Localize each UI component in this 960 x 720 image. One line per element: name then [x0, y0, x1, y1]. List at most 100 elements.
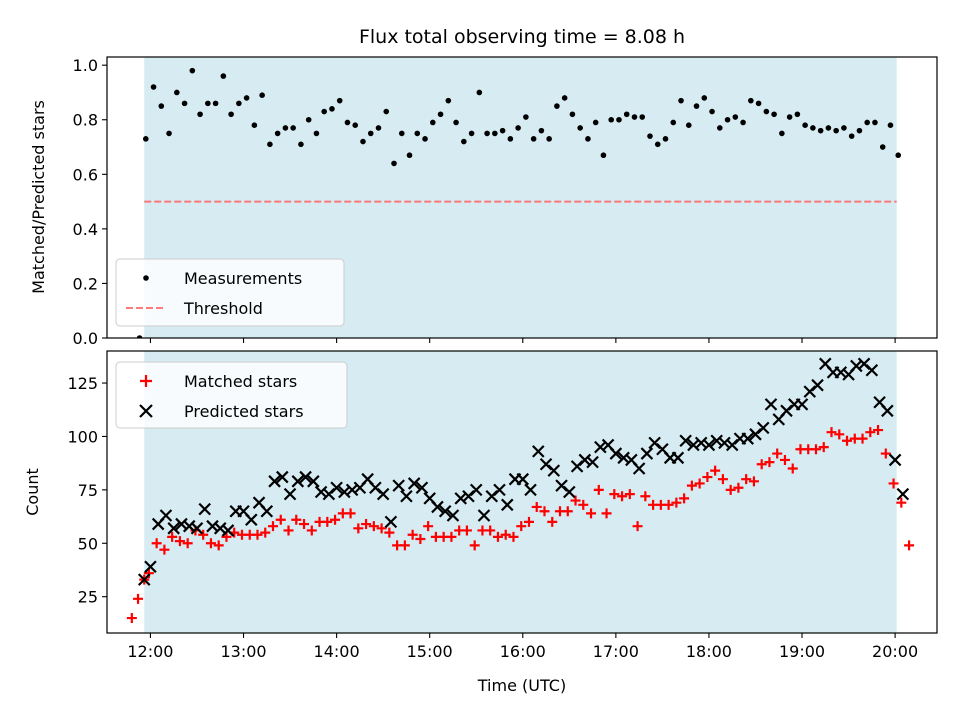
matched-star-point [779, 454, 790, 465]
predicted-star-point [330, 481, 343, 495]
predicted-star-point [345, 483, 359, 497]
data-point [755, 100, 762, 107]
matched-star-point [764, 457, 775, 468]
matched-star-point [586, 508, 597, 519]
data-point [887, 122, 894, 129]
data-point [445, 97, 452, 104]
axes-frame [106, 350, 938, 634]
data-point [732, 114, 739, 120]
data-point [352, 122, 359, 129]
data-point [429, 119, 436, 126]
predicted-star-point [516, 472, 530, 486]
data-point [895, 152, 902, 159]
data-point [577, 125, 583, 131]
data-point [546, 136, 552, 142]
data-point [422, 136, 428, 142]
x-tick-label: 18:00 [686, 642, 732, 661]
predicted-star-point [702, 438, 716, 452]
predicted-star-point [524, 483, 537, 497]
predicted-star-point [547, 464, 561, 477]
matched-star-point [283, 525, 294, 536]
matched-star-point [671, 497, 682, 508]
data-point [515, 125, 521, 131]
x-tick-label: 16:00 [500, 642, 546, 661]
plot-area [126, 357, 915, 624]
matched-star-point [756, 459, 767, 470]
data-point [228, 111, 234, 118]
data-point [181, 100, 188, 107]
matched-star-point [710, 465, 721, 476]
matched-star-point [159, 544, 170, 555]
legend-label: Measurements [184, 269, 302, 288]
matched-star-point [733, 482, 744, 493]
matched-star-point [500, 529, 511, 540]
predicted-star-point [710, 434, 723, 448]
matched-star-point [686, 480, 697, 491]
data-point [136, 335, 143, 338]
predicted-star-point [586, 455, 599, 469]
x-tick-label: 20:00 [872, 642, 918, 661]
matched-star-point [299, 519, 310, 530]
y-tick-label: 0.6 [73, 165, 98, 184]
predicted-star-point [811, 378, 824, 392]
data-point [484, 130, 490, 137]
predicted-star-point [283, 487, 297, 501]
data-point [461, 138, 467, 145]
matched-star-point [461, 525, 472, 536]
predicted-star-point [307, 475, 320, 488]
predicted-star-point [888, 453, 902, 467]
legend-label: Threshold [183, 299, 263, 318]
matched-star-point [904, 540, 915, 551]
data-point [437, 111, 444, 118]
data-point [600, 152, 607, 159]
matched-star-point [787, 463, 798, 474]
predicted-star-point [741, 432, 755, 445]
legend-label: Predicted stars [184, 402, 304, 421]
data-point [678, 97, 684, 104]
matched-star-point [617, 491, 628, 502]
matched-star-point [694, 478, 705, 489]
predicted-star-point [532, 445, 545, 458]
predicted-star-point [198, 502, 212, 516]
matched-star-point [679, 493, 690, 504]
legend-box [115, 361, 348, 429]
predicted-star-point [477, 509, 491, 522]
matched-star-point [725, 484, 736, 495]
matched-star-point [772, 448, 783, 459]
predicted-star-point [159, 509, 173, 522]
data-point [453, 119, 459, 126]
legend-matched-swatch [140, 375, 152, 387]
data-point [561, 95, 568, 101]
data-point [150, 84, 157, 90]
matched-star-point [547, 516, 558, 527]
matched-star-point [213, 540, 224, 551]
data-point [305, 116, 312, 123]
predicted-star-point [896, 487, 910, 501]
data-point [833, 127, 839, 134]
data-point [375, 125, 382, 131]
predicted-star-point [299, 470, 312, 484]
data-point [724, 116, 731, 123]
data-point [538, 127, 545, 134]
matched-star-point [399, 540, 410, 551]
data-point [274, 130, 281, 137]
axes-frame [106, 56, 938, 339]
data-point [259, 92, 265, 98]
data-point [414, 130, 421, 137]
data-point [158, 103, 165, 109]
data-point [554, 103, 560, 109]
data-point [825, 125, 832, 131]
matched-star-point [865, 427, 876, 438]
data-point [592, 119, 599, 126]
predicted-star-point [400, 489, 413, 503]
matched-star-point [663, 499, 674, 510]
predicted-star-point [213, 522, 227, 535]
predicted-star-point [609, 447, 623, 460]
matched-star-point [609, 489, 620, 500]
predicted-star-point [431, 500, 444, 514]
matched-star-point [174, 536, 185, 547]
matched-star-point [376, 523, 387, 534]
legend-predicted-swatch [139, 404, 153, 418]
x-tick-label: 14:00 [314, 642, 360, 661]
data-point [654, 141, 661, 148]
